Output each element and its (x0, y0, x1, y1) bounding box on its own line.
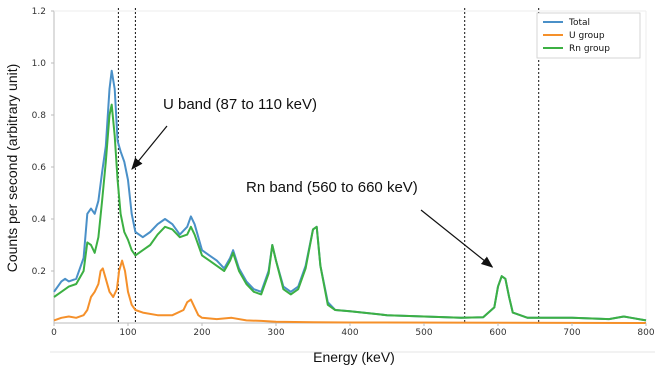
x-tick-label: 400 (341, 328, 358, 338)
legend-label-total: Total (568, 18, 590, 28)
x-axis-title: Energy (keV) (313, 349, 395, 365)
y-tick-label: 0.2 (32, 267, 46, 277)
y-tick-label: 0.4 (32, 215, 47, 225)
legend: Total U group Rn group (536, 12, 641, 59)
x-tick-label: 600 (489, 328, 506, 338)
y-tick-label: 0.6 (32, 163, 47, 173)
x-tick-label: 0 (51, 328, 57, 338)
rn-band-annotation: Rn band (560 to 660 keV) (246, 179, 418, 196)
u-band-arrow (131, 125, 168, 170)
rn-band-arrow (420, 209, 494, 268)
band-boundary-lines (117, 8, 540, 323)
series-lines (53, 69, 647, 324)
y-tick-label: 1.0 (32, 59, 47, 69)
series-line-rn-group (53, 103, 647, 322)
legend-label-u-group: U group (569, 31, 605, 41)
u-band-annotation: U band (87 to 110 keV) (163, 96, 317, 113)
x-tick-label: 500 (415, 328, 432, 338)
x-tick-label: 200 (193, 328, 210, 338)
y-tick-label: 0.8 (32, 111, 47, 121)
y-tick-labels: 0.2 0.4 0.6 0.8 1.0 1.2 (32, 7, 54, 277)
x-tick-label: 100 (119, 328, 136, 338)
y-tick-label: 1.2 (32, 7, 46, 17)
x-tick-labels: 0 100 200 300 400 500 600 700 800 (51, 323, 655, 338)
y-axis-title: Counts per second (arbitrary unit) (4, 64, 20, 273)
x-tick-label: 700 (563, 328, 580, 338)
annotations: U band (87 to 110 keV) Rn band (560 to 6… (131, 96, 494, 268)
x-tick-label: 800 (637, 328, 654, 338)
series-line-u-group (53, 259, 647, 324)
legend-label-rn-group: Rn group (569, 44, 610, 54)
x-tick-label: 300 (267, 328, 284, 338)
